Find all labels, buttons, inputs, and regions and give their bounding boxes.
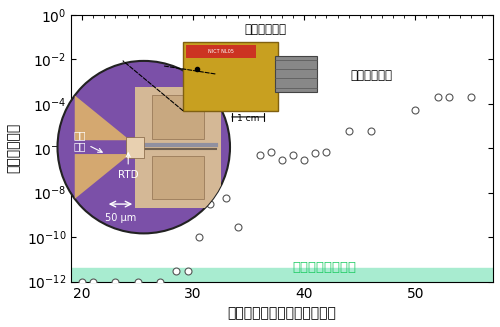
Text: アン
テナ: アン テナ [73, 130, 102, 152]
Text: 1 cm: 1 cm [236, 114, 259, 123]
Bar [126, 137, 144, 158]
Bar [183, 42, 278, 111]
Text: NICT NL05: NICT NL05 [208, 49, 234, 54]
Text: 50 μm: 50 μm [105, 213, 136, 223]
Bar [152, 95, 204, 139]
Polygon shape [75, 95, 130, 140]
Y-axis label: ビット誤り率: ビット誤り率 [7, 123, 21, 173]
Bar [135, 87, 222, 208]
Bar [71, 268, 493, 282]
Text: 同軸コネクタ: 同軸コネクタ [350, 69, 392, 82]
Text: エラーフリー条件: エラーフリー条件 [292, 261, 356, 274]
Text: 実装回路基板: 実装回路基板 [244, 23, 286, 36]
Bar [186, 44, 256, 58]
Bar [152, 156, 204, 199]
Bar [275, 56, 317, 92]
Polygon shape [75, 154, 130, 199]
X-axis label: 通信速度（ギガビット毎秒）: 通信速度（ギガビット毎秒） [228, 306, 336, 320]
Ellipse shape [58, 61, 230, 233]
Text: RTD: RTD [118, 153, 139, 180]
